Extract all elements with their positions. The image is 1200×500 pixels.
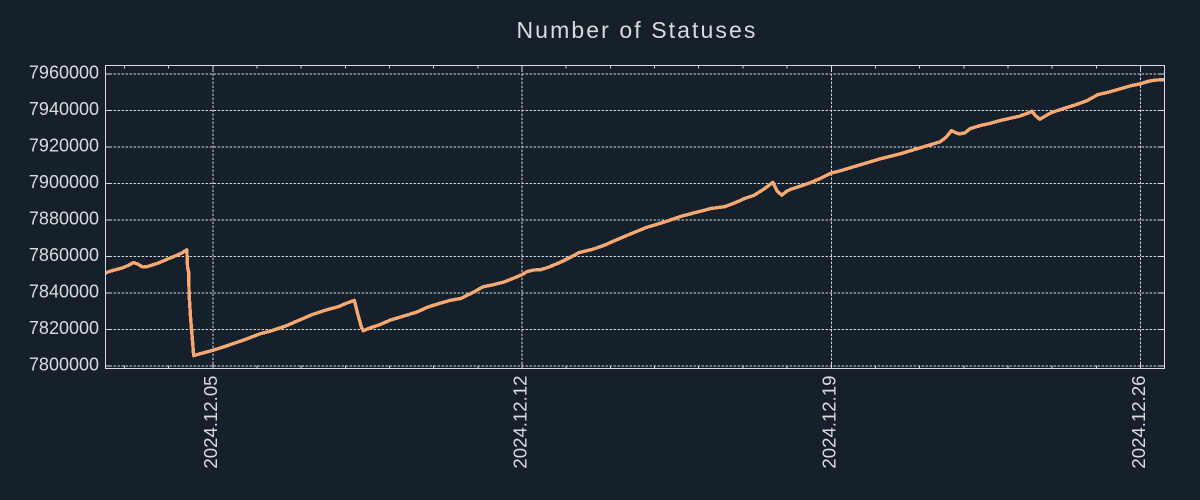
svg-text:2024.12.12: 2024.12.12 <box>509 376 530 469</box>
svg-text:7860000: 7860000 <box>29 245 99 265</box>
svg-text:7800000: 7800000 <box>29 355 99 375</box>
svg-text:7960000: 7960000 <box>29 63 99 83</box>
svg-text:7880000: 7880000 <box>29 209 99 229</box>
svg-text:Number of Statuses: Number of Statuses <box>516 17 757 43</box>
svg-text:2024.12.05: 2024.12.05 <box>200 376 221 469</box>
svg-text:7920000: 7920000 <box>29 136 99 156</box>
svg-text:2024.12.26: 2024.12.26 <box>1128 376 1149 469</box>
svg-text:7840000: 7840000 <box>29 282 99 302</box>
svg-text:7900000: 7900000 <box>29 172 99 192</box>
svg-text:7940000: 7940000 <box>29 99 99 119</box>
svg-text:2024.12.19: 2024.12.19 <box>819 376 840 469</box>
svg-text:7820000: 7820000 <box>29 318 99 338</box>
